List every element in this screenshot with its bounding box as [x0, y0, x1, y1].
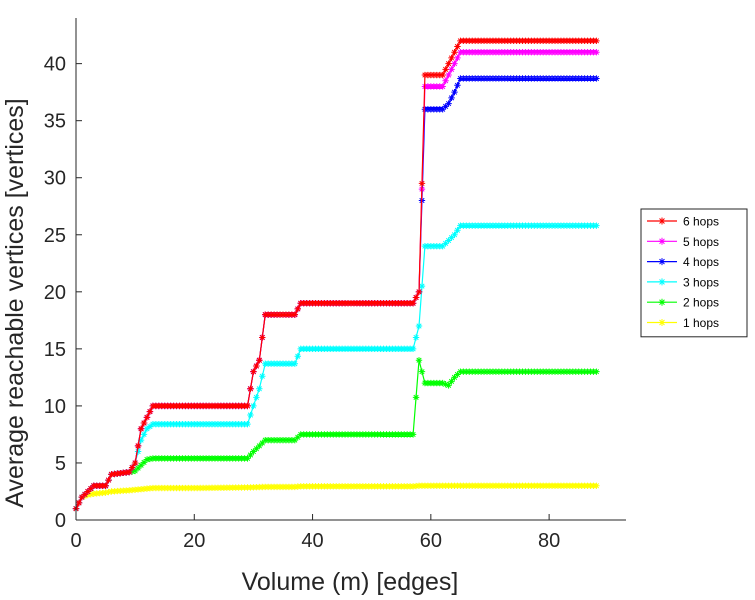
series-markers	[72, 75, 600, 512]
plot-area	[72, 37, 600, 512]
x-axis-label: Volume (m) [edges]	[242, 568, 459, 596]
series-markers	[72, 482, 600, 512]
y-tick-label: 35	[44, 111, 66, 133]
x-tick-label: 80	[538, 530, 560, 552]
axes: 0 20 40 60 80 0 5 10 15 20 25 30 35 40	[44, 18, 626, 552]
y-tick-label: 25	[44, 225, 66, 247]
legend-marker	[658, 258, 666, 266]
x-tick-label: 20	[183, 530, 205, 552]
series-3-hops	[72, 222, 600, 512]
legend-marker	[658, 298, 666, 306]
series-1-hops	[72, 482, 600, 512]
legend-label: 6 hops	[683, 215, 719, 229]
series-markers	[72, 222, 600, 512]
series-6-hops	[72, 37, 600, 512]
series-line	[75, 40, 597, 509]
legend-box	[640, 208, 748, 338]
legend: 6 hops 5 hops 4 hops 3 hops 2 hops 1 hops	[640, 208, 748, 338]
x-tick-label: 40	[301, 530, 323, 552]
legend-label: 4 hops	[683, 255, 719, 269]
x-tick-label: 0	[70, 530, 81, 552]
y-tick-label: 5	[55, 453, 66, 475]
legend-item: 4 hops	[647, 255, 719, 269]
y-tick-label: 40	[44, 54, 66, 76]
legend-marker	[658, 217, 666, 225]
legend-item: 1 hops	[647, 316, 719, 330]
legend-label: 2 hops	[683, 296, 719, 310]
series-line	[75, 225, 597, 509]
legend-label: 5 hops	[683, 235, 719, 249]
legend-item: 5 hops	[647, 235, 719, 249]
series-markers	[72, 37, 600, 512]
y-axis-label: Average reachable vertices [vertices]	[1, 98, 29, 507]
legend-marker	[658, 319, 666, 326]
series-4-hops	[72, 75, 600, 512]
series-line	[75, 77, 597, 509]
legend-marker	[658, 278, 666, 286]
series-line	[75, 51, 597, 509]
x-tick-label: 60	[420, 530, 442, 552]
legend-item: 6 hops	[647, 215, 719, 229]
y-tick-label: 20	[44, 282, 66, 304]
y-tick-label: 30	[44, 168, 66, 190]
legend-label: 3 hops	[683, 275, 719, 289]
legend-item: 2 hops	[647, 296, 719, 310]
legend-label: 1 hops	[683, 316, 719, 330]
legend-marker	[658, 237, 666, 245]
y-tick-label: 10	[44, 396, 66, 418]
y-tick-label: 15	[44, 339, 66, 361]
legend-item: 3 hops	[647, 275, 719, 289]
series-markers	[72, 49, 600, 512]
series-5-hops	[72, 49, 600, 512]
y-tick-label: 0	[55, 510, 66, 532]
